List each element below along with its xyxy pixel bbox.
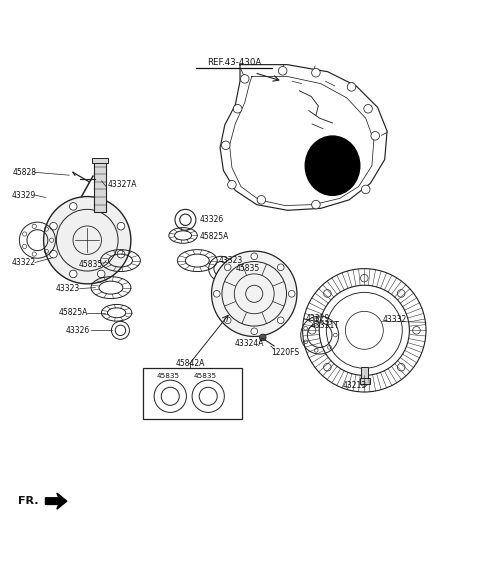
Text: 1220FS: 1220FS	[271, 348, 299, 357]
Text: 45825A: 45825A	[200, 232, 229, 241]
Text: 45835: 45835	[157, 374, 180, 379]
Circle shape	[324, 364, 331, 371]
Circle shape	[277, 317, 284, 324]
Circle shape	[117, 251, 125, 258]
Circle shape	[288, 291, 295, 297]
Circle shape	[397, 289, 405, 297]
Circle shape	[97, 270, 105, 278]
Circle shape	[225, 264, 231, 271]
Circle shape	[50, 251, 57, 258]
Circle shape	[277, 264, 284, 271]
Text: 43327A: 43327A	[107, 180, 137, 189]
Circle shape	[361, 185, 370, 194]
Circle shape	[324, 289, 331, 297]
Circle shape	[312, 200, 320, 209]
Text: 43326: 43326	[200, 215, 224, 224]
Bar	[143, 368, 242, 419]
Text: 43213: 43213	[343, 381, 367, 390]
Circle shape	[257, 195, 265, 204]
Polygon shape	[46, 493, 67, 509]
Text: 45835: 45835	[194, 374, 217, 379]
Bar	[360, 378, 370, 384]
Circle shape	[251, 328, 258, 335]
Circle shape	[347, 83, 356, 91]
Text: 45828: 45828	[12, 168, 36, 177]
Circle shape	[44, 197, 131, 284]
Circle shape	[371, 132, 380, 140]
Circle shape	[240, 75, 249, 83]
Circle shape	[70, 270, 77, 278]
Ellipse shape	[305, 136, 360, 195]
Circle shape	[364, 104, 372, 113]
Circle shape	[251, 253, 258, 260]
Text: 43326: 43326	[65, 326, 90, 335]
Circle shape	[97, 202, 105, 210]
Circle shape	[413, 327, 420, 334]
Text: 45842A: 45842A	[176, 358, 205, 368]
Text: 45835: 45835	[235, 264, 260, 273]
Circle shape	[214, 291, 220, 297]
Text: 43331T: 43331T	[310, 321, 339, 330]
Circle shape	[360, 379, 368, 386]
Text: REF.43-430A: REF.43-430A	[207, 58, 262, 67]
Circle shape	[397, 364, 405, 371]
Circle shape	[117, 222, 125, 230]
Circle shape	[308, 327, 316, 334]
Text: 43323: 43323	[55, 284, 80, 293]
Circle shape	[228, 180, 236, 189]
Circle shape	[312, 68, 320, 77]
Circle shape	[360, 274, 368, 282]
Text: 43324A: 43324A	[234, 339, 264, 347]
Text: 43329: 43329	[12, 191, 36, 200]
Circle shape	[212, 251, 297, 336]
Circle shape	[70, 202, 77, 210]
Circle shape	[50, 222, 57, 230]
Text: 45825A: 45825A	[59, 309, 88, 317]
Text: 45835: 45835	[79, 260, 103, 269]
Text: 43329: 43329	[305, 314, 330, 323]
Bar	[93, 158, 108, 164]
Circle shape	[221, 141, 230, 150]
Circle shape	[260, 334, 266, 341]
Text: 43332: 43332	[383, 315, 407, 324]
Text: FR.: FR.	[18, 496, 38, 506]
Text: 43322: 43322	[12, 258, 36, 267]
Text: 43323: 43323	[219, 256, 243, 265]
Circle shape	[278, 67, 287, 75]
Bar	[95, 160, 106, 212]
Circle shape	[225, 317, 231, 324]
Circle shape	[233, 104, 242, 113]
Bar	[361, 367, 368, 379]
